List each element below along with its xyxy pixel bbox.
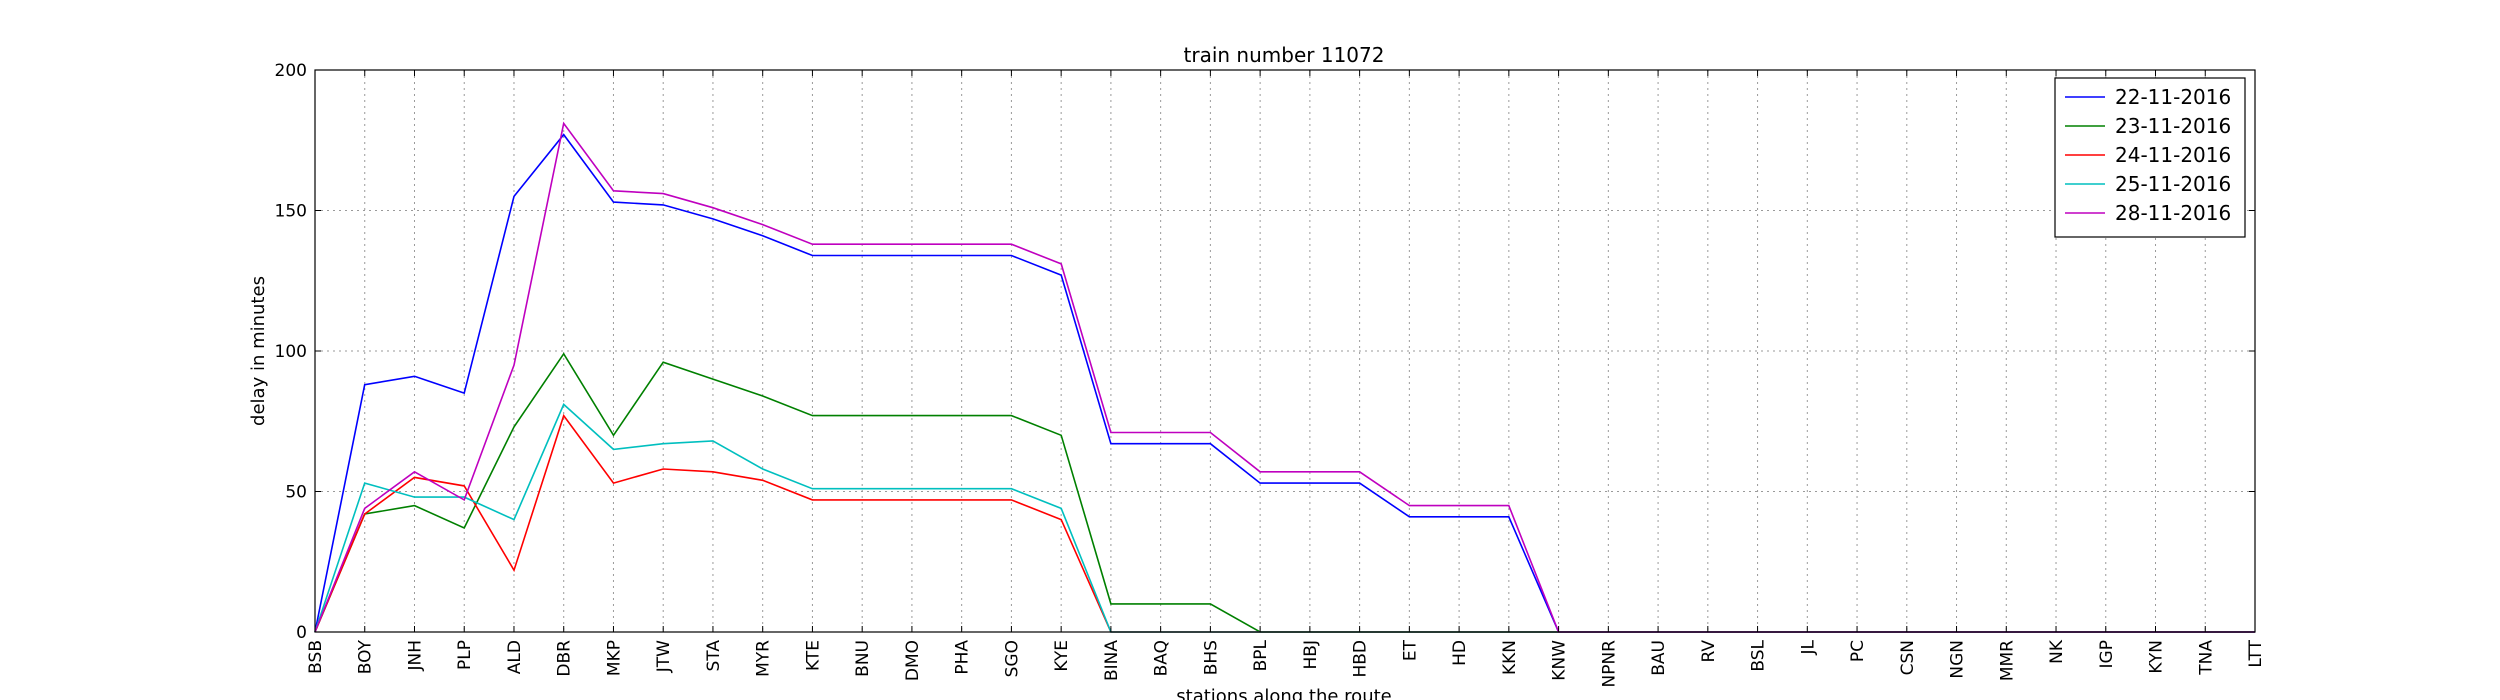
y-axis-ticks: 0 50 100 150 200 bbox=[275, 61, 2255, 643]
x-tick-label: NPNR bbox=[1599, 640, 1619, 688]
legend: 22-11-2016 23-11-2016 24-11-2016 25-11-2016… bbox=[2054, 77, 2246, 238]
x-tick-label: BPL bbox=[1251, 639, 1271, 671]
x-tick-label: PLP bbox=[455, 640, 475, 670]
x-tick-label: BAQ bbox=[1152, 640, 1172, 676]
x-axis-ticks: BSB BOY JNH PLP ALD DBR MKP JTW STA MYR KTE BNU DMO P… bbox=[306, 70, 2266, 688]
grid bbox=[315, 70, 2255, 632]
legend-label: 28-11-2016 bbox=[2115, 201, 2231, 225]
legend-label: 24-11-2016 bbox=[2115, 143, 2231, 167]
x-tick-label: HD bbox=[1450, 640, 1470, 666]
x-tick-label: ALD bbox=[505, 640, 525, 674]
x-tick-label: NGN bbox=[1948, 640, 1968, 679]
y-tick-label: 200 bbox=[275, 61, 307, 81]
x-tick-label: RV bbox=[1699, 640, 1719, 663]
legend-label: 25-11-2016 bbox=[2115, 172, 2231, 196]
series-line bbox=[314, 133, 2255, 633]
x-axis-title: stations along the route bbox=[1176, 686, 1391, 700]
x-tick-label: ET bbox=[1400, 639, 1420, 661]
x-tick-label: JTW bbox=[654, 640, 674, 673]
x-tick-label: KYN bbox=[2147, 640, 2167, 674]
x-tick-label: KYE bbox=[1052, 640, 1072, 672]
x-tick-label: DMO bbox=[903, 640, 923, 681]
x-tick-label: CSN bbox=[1898, 640, 1918, 675]
series-line bbox=[314, 121, 2255, 633]
y-tick-label: 100 bbox=[275, 342, 307, 362]
y-tick-label: 150 bbox=[275, 202, 307, 222]
x-tick-label: KKN bbox=[1500, 640, 1520, 675]
legend-label: 22-11-2016 bbox=[2115, 85, 2231, 109]
x-tick-label: BINA bbox=[1102, 640, 1122, 681]
x-tick-label: KTE bbox=[803, 640, 823, 671]
x-tick-label: NK bbox=[2047, 639, 2067, 664]
x-tick-label: SGO bbox=[1002, 640, 1022, 677]
x-tick-label: JL bbox=[1798, 639, 1818, 655]
x-tick-label: MYR bbox=[754, 640, 774, 677]
x-tick-label: BHS bbox=[1201, 640, 1221, 675]
x-tick-label: MMR bbox=[1997, 640, 2017, 681]
chart-title: train number 11072 bbox=[1184, 43, 1385, 67]
legend-box bbox=[2054, 77, 2246, 238]
legend-label: 23-11-2016 bbox=[2115, 114, 2231, 138]
x-tick-label: BAU bbox=[1649, 640, 1669, 676]
x-tick-label: STA bbox=[704, 640, 724, 672]
x-tick-label: MKP bbox=[604, 640, 624, 676]
x-tick-label: BOY bbox=[356, 639, 376, 674]
x-tick-label: HBJ bbox=[1301, 640, 1321, 669]
x-tick-label: DBR bbox=[555, 640, 575, 677]
x-tick-label: PHA bbox=[953, 640, 973, 675]
x-tick-label: BSB bbox=[306, 640, 326, 674]
x-tick-label: HBD bbox=[1351, 640, 1371, 678]
x-tick-label: KNW bbox=[1550, 640, 1570, 681]
x-tick-label: PC bbox=[1848, 640, 1868, 662]
series-lines bbox=[314, 121, 2255, 633]
x-tick-label: LTT bbox=[2246, 639, 2266, 667]
series-line bbox=[314, 403, 2255, 633]
y-tick-label: 0 bbox=[296, 623, 307, 643]
series-line bbox=[314, 352, 2255, 633]
x-tick-label: BNU bbox=[853, 640, 873, 677]
x-tick-label: IGP bbox=[2097, 640, 2117, 668]
x-tick-label: JNH bbox=[405, 640, 425, 672]
y-tick-label: 50 bbox=[285, 483, 307, 503]
y-axis-title: delay in minutes bbox=[248, 276, 269, 426]
plot-area-frame bbox=[314, 69, 2256, 633]
x-tick-label: BSL bbox=[1749, 639, 1769, 671]
series-line bbox=[314, 413, 2255, 633]
x-tick-label: TNA bbox=[2196, 640, 2216, 676]
